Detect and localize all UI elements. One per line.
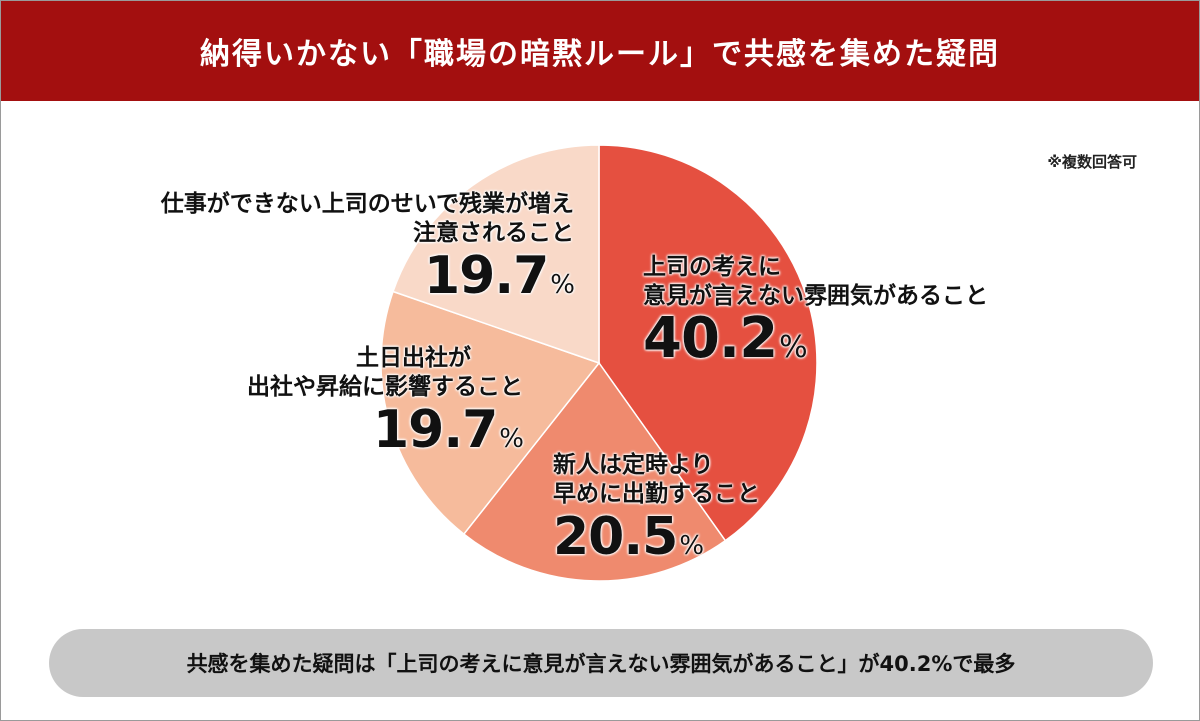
slice-label-1-line-1: 上司の考えに <box>643 254 781 280</box>
slice-label-3: 土日出社が 出社や昇給に影響すること 19.7% <box>247 344 524 467</box>
slice-label-2-line-1: 新人は定時より <box>553 452 714 478</box>
slice-label-4-unit: % <box>550 270 575 300</box>
slice-label-4: 仕事ができない上司のせいで残業が増え 注意されること 19.7% <box>160 190 575 313</box>
slice-label-1-percent: 40.2% <box>643 311 988 376</box>
chart-title: 納得いかない「職場の暗黙ルール」で共感を集めた疑問 <box>200 37 1000 72</box>
title-banner: 納得いかない「職場の暗黙ルール」で共感を集めた疑問 <box>1 1 1199 101</box>
slice-label-3-unit: % <box>499 424 524 454</box>
slice-label-3-line-2: 出社や昇給に影響すること <box>247 374 523 400</box>
slice-label-3-percent: 19.7% <box>247 400 524 467</box>
slice-label-4-percent: 19.7% <box>161 246 575 313</box>
multiple-answers-note: ※複数回答可 <box>1047 153 1137 171</box>
slice-label-4-value: 19.7 <box>423 246 549 306</box>
summary-banner: 共感を集めた疑問は「上司の考えに意見が言えない雰囲気があること」が40.2%で最… <box>49 629 1153 697</box>
slice-label-1-line-2: 意見が言えない雰囲気があること <box>643 283 988 309</box>
summary-text: 共感を集めた疑問は「上司の考えに意見が言えない雰囲気があること」が40.2%で最… <box>186 652 1016 676</box>
slice-label-3-line-1: 土日出社が <box>356 345 471 371</box>
slice-label-2-percent: 20.5% <box>553 509 760 574</box>
slice-label-1-unit: % <box>779 330 807 365</box>
slice-label-3-value: 19.7 <box>372 400 498 460</box>
pie-slice-2 <box>462 361 727 582</box>
slice-label-1: 上司の考えに 意見が言えない雰囲気があること 40.2% <box>643 253 988 376</box>
slice-label-2-value: 20.5 <box>553 507 678 567</box>
slice-label-2-line-2: 早めに出勤すること <box>553 481 760 507</box>
pie-slice-4 <box>392 144 600 365</box>
pie-slice-1 <box>598 144 818 542</box>
slice-label-4-line-2: 注意されること <box>413 220 574 246</box>
slice-label-1-value: 40.2 <box>643 306 778 371</box>
slice-label-4-line-1: 仕事ができない上司のせいで残業が増え <box>160 191 574 217</box>
pie-slice-3 <box>380 290 601 536</box>
slice-label-2: 新人は定時より 早めに出勤すること 20.5% <box>553 451 760 574</box>
slice-label-2-unit: % <box>679 531 704 561</box>
